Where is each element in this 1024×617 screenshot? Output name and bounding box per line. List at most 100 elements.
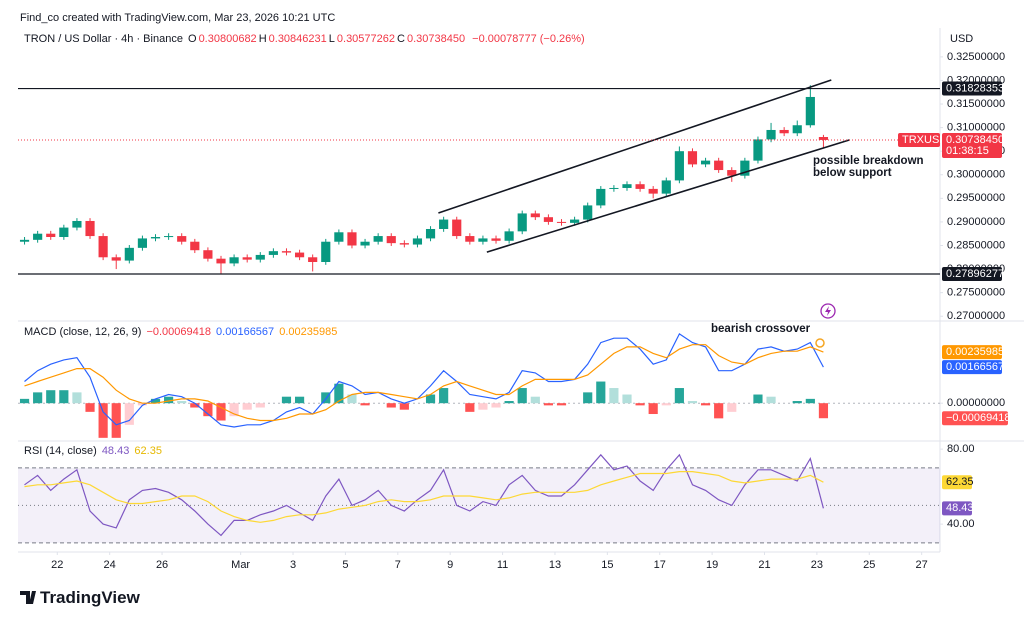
macd-hist-value: −0.00069418 (146, 326, 211, 338)
ohlc-value: 0.30846231 (268, 33, 327, 45)
hline-label: 0.31828353 (946, 82, 1004, 94)
histogram-bar (439, 388, 449, 404)
histogram-bar (19, 398, 30, 404)
trend-line (438, 79, 832, 214)
ohlc-key: C (397, 33, 405, 45)
brand: TradingView (40, 588, 140, 607)
candle-body (347, 232, 357, 246)
x-tick-label: 24 (104, 559, 116, 571)
candle-body (19, 239, 30, 242)
histogram-bar (33, 392, 43, 404)
histogram-bar (164, 396, 174, 404)
candle-body (727, 170, 737, 176)
histogram-bar (59, 390, 69, 404)
candle-body (242, 257, 252, 260)
indicator-line (24, 333, 824, 428)
y-tick-label: 0.29000000 (947, 216, 1005, 228)
candle-body (137, 238, 148, 248)
symbol-legend: TRON / US Dollar · 4h · Binance O 0.30800… (24, 33, 587, 45)
candle-body (59, 227, 69, 238)
candle-body (281, 251, 292, 253)
y-tick-label: 0.27500000 (947, 287, 1005, 299)
x-tick-label: 27 (916, 559, 928, 571)
candle-body (805, 96, 815, 126)
macd-legend: MACD (close, 12, 26, 9) −0.00069418 0.00… (24, 326, 339, 338)
candle-body (465, 236, 475, 242)
candle-body (164, 236, 174, 238)
histogram-bar (687, 401, 698, 404)
candle-body (85, 220, 95, 237)
histogram-bar (556, 403, 567, 406)
candle-body (583, 205, 593, 220)
symbol-tag-box (898, 132, 940, 147)
candle-body (517, 213, 527, 232)
x-tick-label: Mar (231, 559, 250, 571)
histogram-bar (714, 403, 724, 419)
histogram-bar (425, 394, 436, 404)
histogram-bar (229, 403, 239, 417)
rsi-value: 48.43 (101, 445, 130, 457)
histogram-bar (334, 383, 344, 404)
macd-last-label-box (942, 360, 1002, 375)
histogram-bar (347, 394, 357, 404)
histogram-bar (805, 398, 815, 404)
event-icon[interactable] (820, 303, 836, 319)
rsi-last-label-box (942, 501, 972, 516)
y-tick-label: 0.28500000 (947, 239, 1005, 251)
candle-body (792, 125, 802, 134)
rsi-last-label: 62.35 (946, 476, 974, 488)
histogram-bar (622, 394, 632, 404)
annotation: below support (813, 167, 892, 179)
histogram-bar (85, 403, 95, 412)
rsi-legend: RSI (14, close) 48.43 62.35 (24, 445, 164, 457)
histogram-bar (530, 396, 540, 404)
candle-body (556, 221, 567, 223)
histogram-bar (190, 403, 200, 408)
candle-body (98, 236, 108, 258)
x-tick-label: 17 (654, 559, 666, 571)
indicator-line (24, 471, 824, 523)
credit: Find_co created with TradingView.com, Ma… (20, 12, 336, 24)
histogram-bar (543, 403, 553, 406)
candle-body (216, 258, 226, 264)
histogram-bar (124, 403, 134, 425)
candle-body (321, 241, 331, 262)
hline-label-box (942, 266, 1002, 281)
ohlc-key: H (258, 33, 267, 45)
candle-body (46, 233, 56, 238)
candle-body (530, 213, 540, 218)
candle-body (674, 151, 684, 181)
histogram-bar (478, 403, 488, 410)
candle-body (543, 217, 553, 222)
candle-body (753, 139, 763, 161)
currency: USD (950, 33, 974, 45)
histogram-bar (818, 403, 829, 419)
change: −0.00078777 (−0.26%) (472, 33, 585, 45)
x-tick-label: 25 (863, 559, 875, 571)
candle-body (72, 220, 82, 228)
histogram-bar (596, 381, 606, 404)
x-tick-label: 9 (447, 559, 453, 571)
candle-body (190, 241, 200, 251)
histogram-bar (700, 403, 711, 406)
y-tick-label: 80.00 (947, 443, 975, 455)
candle-body (439, 219, 449, 229)
histogram-bar (674, 388, 684, 404)
histogram-bar (753, 394, 763, 404)
candle-body (452, 219, 462, 237)
hline-label-box (942, 81, 1002, 96)
candle-body (740, 160, 750, 176)
candle-body (203, 250, 213, 259)
candle-body (687, 151, 698, 165)
x-tick-label: 15 (601, 559, 613, 571)
y-tick-label: 0.31000000 (947, 122, 1005, 134)
candle-body (491, 238, 501, 241)
macd-value: 0.00166567 (216, 326, 275, 338)
y-tick-label: 40.00 (947, 518, 975, 530)
ohlc-value: 0.30800682 (198, 33, 257, 45)
ohlc-key: O (188, 33, 197, 45)
macd-title: MACD (close, 12, 26, 9) (24, 326, 142, 338)
y-tick-label: 0.31500000 (947, 98, 1005, 110)
